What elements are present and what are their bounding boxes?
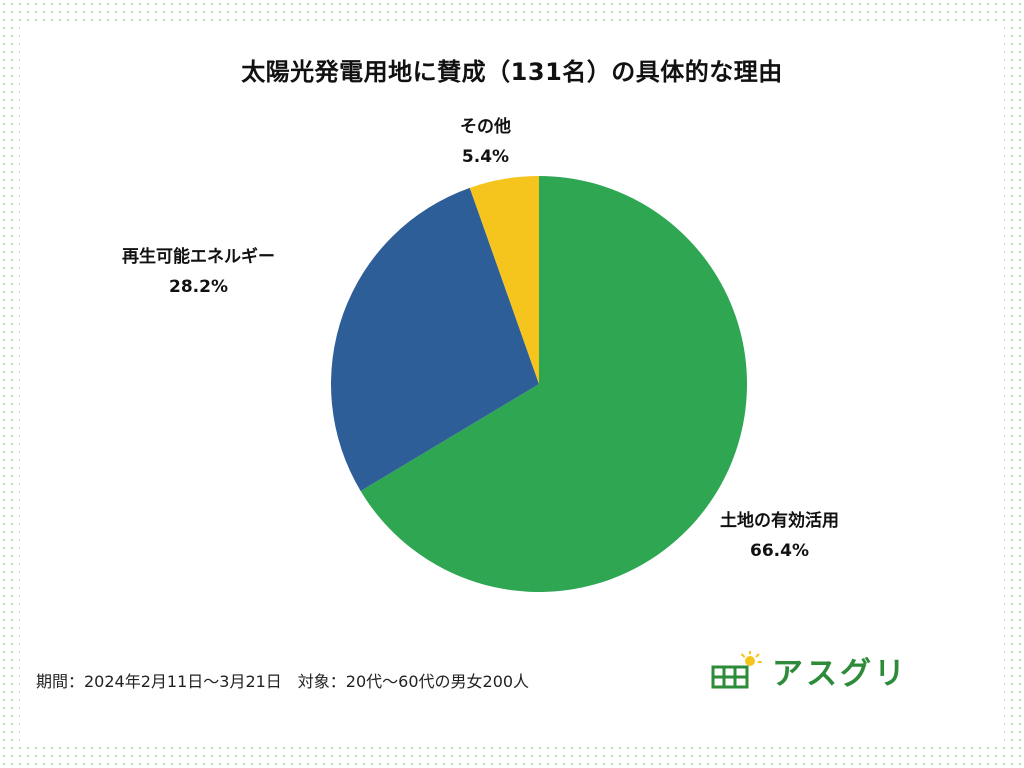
logo-text: アスグリ [772, 656, 908, 692]
chart-title: 太陽光発電用地に賛成（131名）の具体的な理由 [241, 58, 783, 86]
pie-slice-land [360, 176, 747, 592]
survey-footnote: 期間：2024年2月11日～3月21日 対象：20代～60代の男女200人 [36, 672, 530, 691]
slice-name-renewable: 再生可能エネルギー [122, 247, 275, 267]
pie-slice-other [469, 176, 539, 384]
solar-panel-icon [711, 650, 762, 688]
slice-value-renewable: 28.2% [169, 277, 228, 297]
brand-logo: アスグリ [710, 648, 908, 693]
pie-slice-renewable [331, 187, 539, 492]
slice-value-land: 66.4% [750, 541, 809, 561]
slice-label-land: 土地の有効活用 66.4% [720, 506, 839, 566]
slice-name-land: 土地の有効活用 [720, 511, 839, 531]
slice-label-renewable: 再生可能エネルギー 28.2% [122, 242, 275, 302]
slice-label-other: その他 5.4% [460, 112, 511, 172]
slice-name-other: その他 [460, 117, 511, 137]
slice-value-other: 5.4% [461, 147, 510, 167]
